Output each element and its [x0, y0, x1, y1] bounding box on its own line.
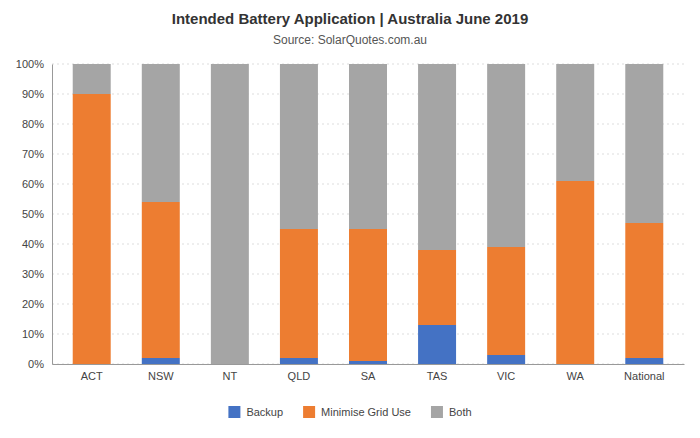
- tick-label: 80%: [22, 118, 44, 130]
- tick: NSW: [148, 370, 174, 382]
- bar: [625, 64, 663, 223]
- bar: [142, 202, 180, 358]
- grid: [52, 64, 684, 364]
- tick-label: 60%: [22, 178, 44, 190]
- subtitle: Source: SolarQuotes.com.au: [273, 33, 427, 47]
- tick: 100%: [16, 58, 44, 70]
- tick-label: National: [624, 370, 664, 382]
- tick-label: 20%: [22, 298, 44, 310]
- bar: [142, 358, 180, 364]
- tick-label: NSW: [148, 370, 174, 382]
- axis-line: [52, 65, 53, 365]
- tick: 0%: [28, 358, 44, 370]
- legend: Backup Minimise Grid Use Both: [228, 406, 471, 418]
- legend-label: Both: [449, 406, 472, 418]
- tick: 10%: [22, 328, 44, 340]
- legend-swatch: [303, 406, 315, 418]
- bar: [211, 64, 249, 364]
- bar: [487, 64, 525, 247]
- series: [73, 64, 664, 364]
- tick-label: 30%: [22, 268, 44, 280]
- tick-label: 10%: [22, 328, 44, 340]
- bar: [418, 325, 456, 364]
- bar: [349, 229, 387, 361]
- bar: [418, 250, 456, 325]
- tick-label: NT: [223, 370, 238, 382]
- legend-swatch: [228, 406, 240, 418]
- bar: [73, 94, 111, 364]
- legend-label: Backup: [246, 406, 283, 418]
- bar: [625, 358, 663, 364]
- tick-label: WA: [567, 370, 585, 382]
- bar: [349, 64, 387, 229]
- bar: [349, 361, 387, 364]
- legend-swatch: [431, 406, 443, 418]
- tick: SA: [361, 370, 376, 382]
- bar: [280, 229, 318, 358]
- tick-label: VIC: [497, 370, 515, 382]
- tick: NT: [223, 370, 238, 382]
- bar: [280, 358, 318, 364]
- tick: 60%: [22, 178, 44, 190]
- x-axis: ACT NSW NT QLD SA TAS VIC WA National: [53, 365, 685, 382]
- title: Intended Battery Application | Australia…: [172, 10, 529, 27]
- tick: WA: [567, 370, 585, 382]
- tick-label: ACT: [81, 370, 103, 382]
- tick: VIC: [497, 370, 515, 382]
- tick: 40%: [22, 238, 44, 250]
- legend-item: Both: [431, 406, 472, 418]
- tick: QLD: [288, 370, 311, 382]
- bar: [73, 64, 111, 94]
- tick-label: SA: [361, 370, 376, 382]
- tick: ACT: [81, 370, 103, 382]
- axis-line: [53, 364, 685, 365]
- bar: [418, 64, 456, 250]
- bar: [556, 64, 594, 181]
- tick: 90%: [22, 88, 44, 100]
- bar: [142, 64, 180, 202]
- bars: [73, 64, 664, 364]
- tick-label: TAS: [427, 370, 448, 382]
- tick-label: QLD: [288, 370, 311, 382]
- tick: 70%: [22, 148, 44, 160]
- bar: [487, 247, 525, 355]
- bar: [280, 64, 318, 229]
- tick: National: [624, 370, 664, 382]
- tick-label: 100%: [16, 58, 44, 70]
- y-axis: 0% 10% 20% 30% 40% 50% 60% 70% 80% 90% 100%: [16, 58, 53, 370]
- tick: 20%: [22, 298, 44, 310]
- tick: TAS: [427, 370, 448, 382]
- tick-label: 70%: [22, 148, 44, 160]
- bar: [556, 181, 594, 364]
- tick: 80%: [22, 118, 44, 130]
- tick-label: 40%: [22, 238, 44, 250]
- bar: [487, 355, 525, 364]
- legend-item: Minimise Grid Use: [303, 406, 411, 418]
- bar: [625, 223, 663, 358]
- legend-item: Backup: [228, 406, 283, 418]
- tick: 30%: [22, 268, 44, 280]
- tick-label: 0%: [28, 358, 44, 370]
- tick-label: 50%: [22, 208, 44, 220]
- tick-label: 90%: [22, 88, 44, 100]
- legend-label: Minimise Grid Use: [321, 406, 411, 418]
- chart: Intended Battery Application | Australia…: [0, 0, 700, 438]
- tick: 50%: [22, 208, 44, 220]
- plot: 0% 10% 20% 30% 40% 50% 60% 70% 80% 90% 100% ACT NSW N…: [16, 58, 685, 382]
